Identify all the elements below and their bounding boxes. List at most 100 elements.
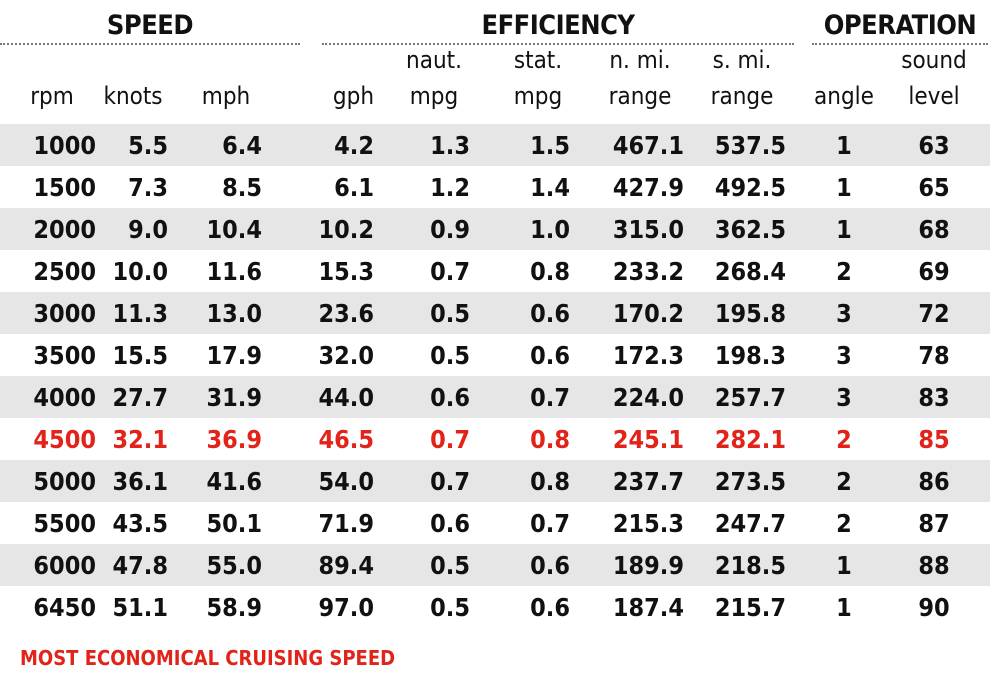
cell-sound-level: 68: [918, 215, 950, 244]
cell-n-mi-range: 172.3: [612, 341, 684, 370]
cell-naut-mpg: 0.5: [430, 299, 470, 328]
cell-angle: 1: [836, 551, 852, 580]
column-header-line2: knots: [103, 82, 163, 110]
group-rule-efficiency: [322, 43, 794, 45]
cell-mph: 13.0: [206, 299, 263, 328]
cell-gph: 32.0: [318, 341, 375, 370]
cell-angle: 2: [836, 509, 852, 538]
cell-stat-mpg: 0.8: [530, 425, 570, 454]
cell-stat-mpg: 0.6: [530, 551, 570, 580]
cell-n-mi-range: 315.0: [612, 215, 684, 244]
cell-naut-mpg: 0.9: [430, 215, 470, 244]
cell-rpm: 2000: [33, 215, 96, 244]
cell-naut-mpg: 0.5: [430, 341, 470, 370]
column-header-line1: [190, 46, 262, 74]
table-row: 3000 11.3 13.0 23.6 0.5 0.6 170.2 195.8 3 72: [0, 292, 990, 334]
group-rule-speed: [0, 43, 300, 45]
cell-s-mi-range: 282.1: [714, 425, 786, 454]
cell-mph: 17.9: [206, 341, 263, 370]
table-row: 2000 9.0 10.4 10.2 0.9 1.0 315.0 362.5 1 68: [0, 208, 990, 250]
table-row: 1500 7.3 8.5 6.1 1.2 1.4 427.9 492.5 1 65: [0, 166, 990, 208]
cell-gph: 97.0: [318, 593, 375, 622]
column-header-line1: n. mi.: [609, 46, 671, 74]
column-header-mph: mph: [190, 46, 262, 118]
cell-sound-level: 86: [918, 467, 950, 496]
cell-naut-mpg: 1.3: [430, 131, 470, 160]
cell-naut-mpg: 0.7: [430, 467, 470, 496]
cell-sound-level: 63: [918, 131, 950, 160]
table-row: 5500 43.5 50.1 71.9 0.6 0.7 215.3 247.7 2 87: [0, 502, 990, 544]
column-header-line2: mph: [201, 82, 251, 110]
cell-rpm: 4500: [33, 425, 96, 454]
cell-sound-level: 69: [918, 257, 950, 286]
cell-rpm: 6000: [33, 551, 96, 580]
cell-knots: 7.3: [128, 173, 168, 202]
cell-mph: 8.5: [222, 173, 262, 202]
cell-stat-mpg: 0.6: [530, 299, 570, 328]
cell-n-mi-range: 233.2: [612, 257, 684, 286]
cell-sound-level: 85: [918, 425, 950, 454]
column-header-line1: naut.: [406, 46, 462, 74]
cell-angle: 3: [836, 341, 852, 370]
column-header-stat-mpg: stat. mpg: [506, 46, 570, 118]
cell-naut-mpg: 0.5: [430, 551, 470, 580]
table-row: 1000 5.5 6.4 4.2 1.3 1.5 467.1 537.5 1 63: [0, 124, 990, 166]
cell-knots: 11.3: [112, 299, 169, 328]
cell-stat-mpg: 0.7: [530, 509, 570, 538]
column-header-line1: stat.: [513, 46, 563, 74]
cell-angle: 1: [836, 593, 852, 622]
cell-knots: 27.7: [112, 383, 169, 412]
cell-mph: 50.1: [206, 509, 263, 538]
cell-s-mi-range: 537.5: [714, 131, 786, 160]
column-header-naut-mpg: naut. mpg: [398, 46, 470, 118]
cell-sound-level: 83: [918, 383, 950, 412]
column-header-rpm: rpm: [8, 46, 96, 118]
cell-mph: 36.9: [206, 425, 263, 454]
cell-rpm: 3500: [33, 341, 96, 370]
cell-s-mi-range: 247.7: [714, 509, 786, 538]
cell-n-mi-range: 170.2: [612, 299, 684, 328]
cell-gph: 4.2: [334, 131, 374, 160]
cell-gph: 54.0: [318, 467, 375, 496]
cell-naut-mpg: 0.7: [430, 257, 470, 286]
cell-n-mi-range: 224.0: [612, 383, 684, 412]
column-header-line2: angle: [814, 82, 874, 110]
cell-s-mi-range: 218.5: [714, 551, 786, 580]
cell-s-mi-range: 215.7: [714, 593, 786, 622]
cell-stat-mpg: 0.6: [530, 593, 570, 622]
cell-angle: 2: [836, 425, 852, 454]
table-row: 6000 47.8 55.0 89.4 0.5 0.6 189.9 218.5 1 88: [0, 544, 990, 586]
cell-rpm: 1500: [33, 173, 96, 202]
cell-rpm: 2500: [33, 257, 96, 286]
cell-sound-level: 72: [918, 299, 950, 328]
cell-angle: 2: [836, 257, 852, 286]
cell-naut-mpg: 1.2: [430, 173, 470, 202]
column-header-sound-level: sound level: [884, 46, 984, 118]
cell-angle: 3: [836, 299, 852, 328]
cell-n-mi-range: 245.1: [612, 425, 684, 454]
cell-stat-mpg: 0.8: [530, 467, 570, 496]
cell-n-mi-range: 187.4: [612, 593, 684, 622]
cell-knots: 10.0: [112, 257, 169, 286]
column-header-line2: level: [908, 82, 960, 110]
cell-gph: 46.5: [318, 425, 375, 454]
cell-rpm: 5000: [33, 467, 96, 496]
cell-naut-mpg: 0.7: [430, 425, 470, 454]
column-header-line2: gph: [332, 82, 374, 110]
cell-mph: 6.4: [222, 131, 262, 160]
cell-n-mi-range: 427.9: [612, 173, 684, 202]
cell-stat-mpg: 0.8: [530, 257, 570, 286]
cell-stat-mpg: 0.7: [530, 383, 570, 412]
group-title-speed: SPEED: [106, 10, 194, 41]
cell-stat-mpg: 0.6: [530, 341, 570, 370]
cell-knots: 9.0: [128, 215, 168, 244]
group-rule-operation: [812, 43, 988, 45]
cell-mph: 11.6: [206, 257, 263, 286]
cell-mph: 31.9: [206, 383, 263, 412]
table-row: 3500 15.5 17.9 32.0 0.5 0.6 172.3 198.3 3 78: [0, 334, 990, 376]
column-header-line2: mpg: [513, 82, 563, 110]
column-header-line1: s. mi.: [712, 46, 772, 74]
cell-rpm: 5500: [33, 509, 96, 538]
column-header-knots: knots: [98, 46, 168, 118]
table-row: 6450 51.1 58.9 97.0 0.5 0.6 187.4 215.7 1 90: [0, 586, 990, 628]
